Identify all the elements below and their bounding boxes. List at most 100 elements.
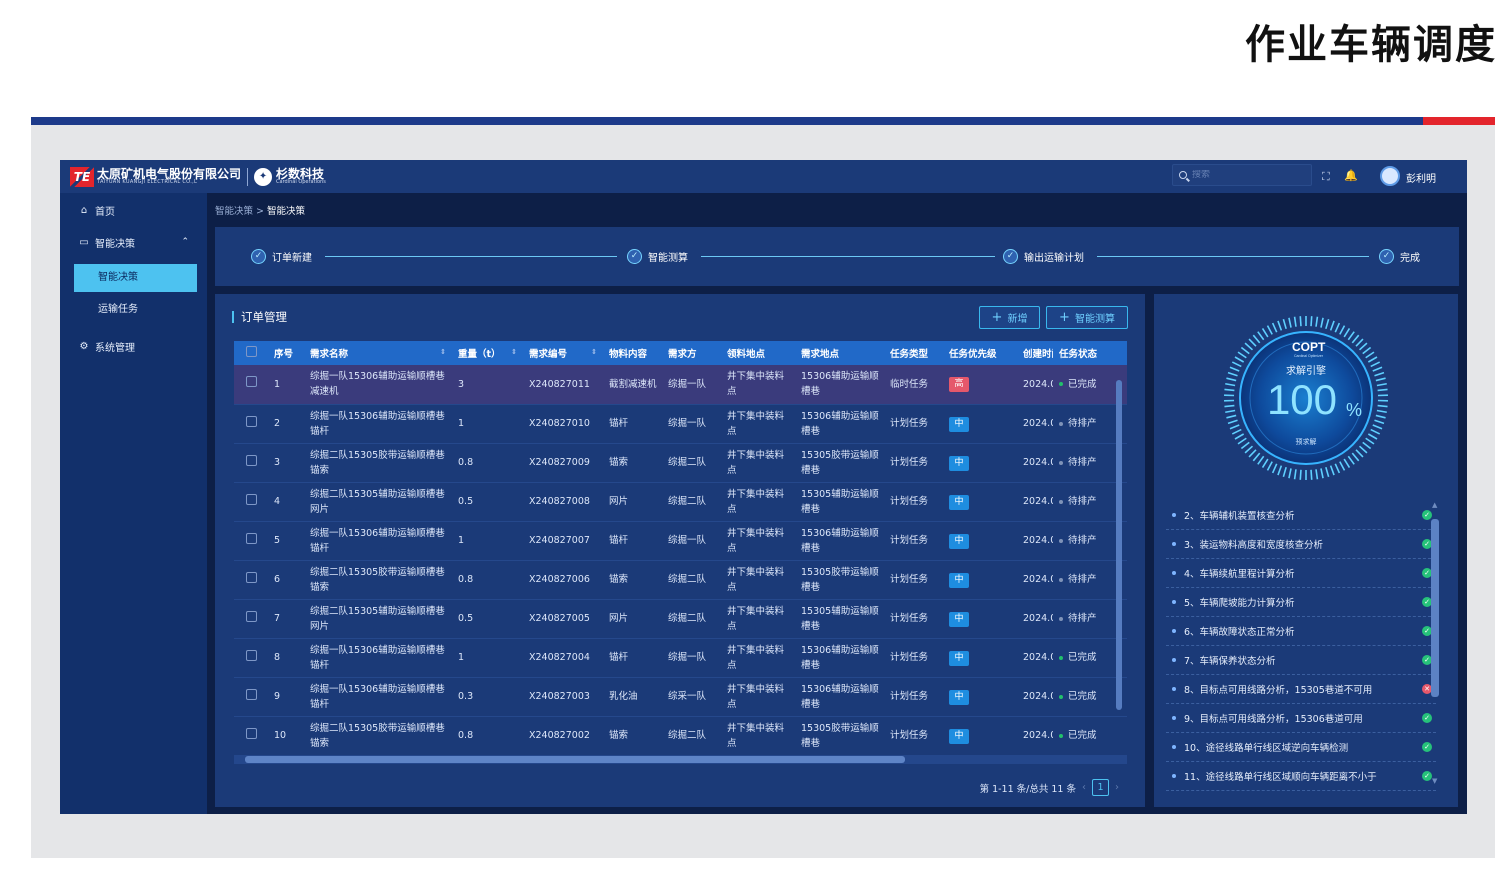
cell-dest: 15306辅助运输顺槽巷 (801, 683, 879, 710)
search-box[interactable] (1172, 164, 1312, 186)
step-connector (701, 256, 995, 257)
prev-page-icon[interactable]: ‹ (1082, 782, 1086, 793)
row-checkbox[interactable] (246, 454, 257, 466)
cell-created: 2024.0 (1023, 691, 1053, 702)
col-code[interactable]: 需求编号 ⇕ (529, 348, 597, 360)
cell-material: 锚索 (609, 574, 629, 585)
sidebar-subitem-transport[interactable]: 运输任务 (98, 304, 138, 315)
scroll-down-icon[interactable]: ▼ (1432, 777, 1438, 785)
sidebar-item-system[interactable]: ⚙ 系统管理 (60, 336, 207, 356)
gauge-tick (1271, 463, 1278, 474)
scrollbar-thumb[interactable] (1116, 380, 1122, 710)
cell-material: 截割减速机 (609, 378, 657, 390)
bullet-icon (1172, 571, 1176, 575)
cell-dest: 15305胶带运输顺槽巷 (801, 566, 879, 593)
row-checkbox[interactable] (246, 415, 257, 427)
bell-icon[interactable]: 🔔 (1344, 169, 1358, 182)
table-row[interactable]: 3 综掘二队15305胶带运输顺槽巷锚索 0.8 X240827009 锚索 综掘二队 井下… (234, 443, 1127, 482)
cell-weight: 0.8 (458, 730, 474, 741)
cell-code: X240827006 (529, 574, 590, 585)
gauge-tick (1325, 318, 1330, 330)
company-logo[interactable]: TE 太原矿机电气股份有限公司 TAIYUAN KUANGJI ELECTRIC… (70, 166, 241, 187)
next-page-icon[interactable]: › (1115, 782, 1119, 793)
table-row[interactable]: 5 综掘一队15306辅助运输顺槽巷锚杆 1 X240827007 锚杆 综掘一队 井下集中… (234, 521, 1127, 560)
gauge-tick (1225, 409, 1236, 414)
row-checkbox[interactable] (246, 532, 257, 544)
cell-priority: 中 (943, 599, 1017, 638)
breadcrumb-parent[interactable]: 智能决策 (215, 206, 254, 217)
company-logo-icon: TE (70, 166, 94, 187)
row-checkbox[interactable] (246, 376, 257, 388)
col-weight[interactable]: 重量（t） ⇕ (458, 348, 517, 360)
gauge-tick (1225, 382, 1236, 387)
step-connector (325, 256, 617, 257)
plus-icon: + (1059, 310, 1070, 325)
gauge-tick (1334, 463, 1341, 474)
app-window: TE 太原矿机电气股份有限公司 TAIYUAN KUANGJI ELECTRIC… (60, 160, 1467, 814)
status-text: 已完成 (1068, 378, 1097, 390)
scrollbar-thumb[interactable] (245, 756, 905, 763)
table-row[interactable]: 10 综掘二队15305胶带运输顺槽巷锚索 0.8 X240827002 锚索 综掘二队 井… (234, 716, 1127, 751)
status-text: 待排产 (1068, 613, 1097, 624)
username[interactable]: 彭利明 (1406, 174, 1436, 185)
smart-calc-button[interactable]: + 智能测算 (1046, 306, 1128, 329)
sidebar-item-home[interactable]: ⌂ 首页 (60, 200, 207, 220)
cell-pickup: 井下集中装料点 (727, 449, 785, 476)
cell-created: 2024.0 (1023, 535, 1053, 546)
cell-code: X240827002 (529, 730, 590, 741)
gauge-tick (1229, 424, 1240, 430)
search-input[interactable] (1192, 170, 1302, 180)
row-checkbox[interactable] (246, 571, 257, 583)
row-checkbox[interactable] (246, 493, 257, 505)
scroll-up-icon[interactable]: ▲ (1432, 501, 1438, 509)
table-row[interactable]: 1 综掘一队15306辅助运输顺槽巷减速机 3 X240827011 截割减速机 综掘一队… (234, 365, 1127, 404)
check-icon: ✓ (1422, 539, 1432, 549)
col-index: 序号 (274, 349, 294, 360)
list-item: 6、车辆故障状态正常分析 ✓ (1166, 617, 1436, 646)
sidebar-subitem-decision[interactable]: 智能决策 (74, 264, 197, 292)
list-item-text: 7、车辆保养状态分析 (1184, 656, 1276, 667)
gauge-tick (1358, 342, 1368, 351)
select-all-checkbox[interactable] (234, 341, 268, 365)
table-row[interactable]: 6 综掘二队15305胶带运输顺槽巷锚索 0.8 X240827006 锚索 综掘二队 井下… (234, 560, 1127, 599)
row-checkbox[interactable] (246, 727, 257, 739)
fullscreen-icon[interactable]: ⛶ (1322, 170, 1330, 183)
row-checkbox[interactable] (246, 688, 257, 700)
table-row[interactable]: 9 综掘一队15306辅助运输顺槽巷锚杆 0.3 X240827003 乳化油 综采一队 井… (234, 677, 1127, 716)
status-dot (1059, 460, 1063, 465)
add-button[interactable]: + 新增 (979, 306, 1040, 329)
horizontal-scrollbar[interactable] (234, 755, 1127, 764)
row-checkbox[interactable] (246, 610, 257, 622)
header-band-accent (1423, 117, 1495, 125)
cell-type: 计划任务 (890, 652, 929, 663)
table-row[interactable]: 2 综掘一队15306辅助运输顺槽巷锚杆 1 X240827010 锚杆 综掘一队 井下集中… (234, 404, 1127, 443)
table-vertical-scrollbar[interactable] (1116, 370, 1122, 760)
table-row[interactable]: 7 综掘二队15305辅助运输顺槽巷网片 0.5 X240827005 网片 综掘二队 井下… (234, 599, 1127, 638)
cell-status: 已完成 (1053, 365, 1127, 404)
gauge-tick (1237, 437, 1247, 445)
gauge-tick (1231, 428, 1242, 435)
sidebar-item-decision[interactable]: ▭ 智能决策 ⌃ (60, 232, 207, 252)
breadcrumb-separator: > (256, 206, 268, 217)
row-checkbox[interactable] (246, 649, 257, 661)
table-row[interactable]: 4 综掘二队15305辅助运输顺槽巷网片 0.5 X240827008 网片 综掘二队 井下… (234, 482, 1127, 521)
avatar[interactable] (1380, 166, 1400, 186)
step-connector (1097, 256, 1369, 257)
analysis-scrollbar[interactable] (1431, 519, 1439, 697)
gauge-tick (1231, 361, 1242, 368)
check-icon: ✓ (1422, 568, 1432, 578)
status-dot (1059, 655, 1063, 660)
col-name[interactable]: 需求名称 ⇕ (310, 348, 446, 360)
brand-subtext: Cardinal Optimizer (1294, 354, 1324, 358)
status-text: 待排产 (1068, 574, 1097, 585)
page-number[interactable]: 1 (1092, 779, 1109, 796)
table-row[interactable]: 8 综掘一队15306辅助运输顺槽巷锚杆 1 X240827004 锚杆 综掘一队 井下集中… (234, 638, 1127, 677)
check-icon: ✓ (1422, 597, 1432, 607)
cell-party: 综掘一队 (668, 535, 707, 546)
step-label: 智能测算 (648, 253, 688, 264)
cell-created: 2024.0 (1023, 496, 1053, 507)
cell-pickup: 井下集中装料点 (727, 566, 785, 593)
gauge-tick (1234, 433, 1245, 440)
chevron-up-icon: ⌃ (181, 237, 189, 247)
gauge-tick (1282, 466, 1287, 478)
